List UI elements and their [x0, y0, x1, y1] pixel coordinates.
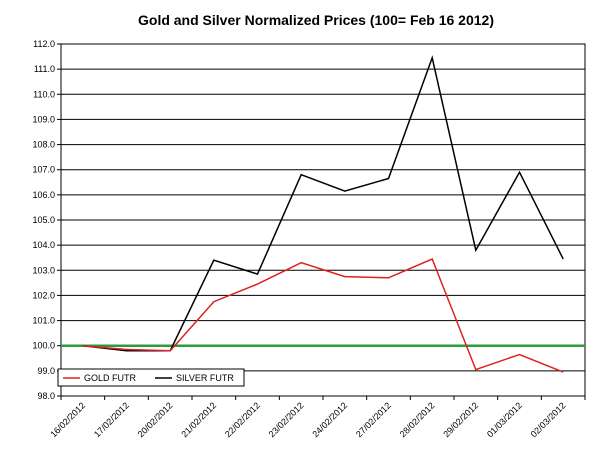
- x-tick-label: 29/02/2012: [441, 400, 480, 439]
- x-tick-label: 17/02/2012: [92, 400, 131, 439]
- y-tick-label: 111.0: [34, 64, 55, 74]
- y-tick-label: 103.0: [32, 265, 55, 275]
- y-tick-label: 112.0: [33, 39, 55, 49]
- x-tick-label: 23/02/2012: [267, 400, 306, 439]
- y-tick-label: 104.0: [32, 240, 55, 250]
- x-tick-label: 02/03/2012: [529, 400, 568, 439]
- legend-label-silver: SILVER FUTR: [176, 373, 234, 383]
- y-tick-label: 101.0: [32, 316, 55, 326]
- y-tick-label: 100.0: [32, 341, 55, 351]
- y-tick-label: 102.0: [32, 290, 55, 300]
- series-group: [82, 55, 564, 373]
- y-tick-label: 109.0: [32, 114, 55, 124]
- x-tick-label: 21/02/2012: [179, 400, 218, 439]
- legend: GOLD FUTR SILVER FUTR: [57, 368, 245, 387]
- legend-label-gold: GOLD FUTR: [84, 373, 137, 383]
- chart-title: Gold and Silver Normalized Prices (100= …: [138, 12, 494, 28]
- y-tick-label: 106.0: [32, 190, 55, 200]
- y-tick-label: 110.0: [33, 89, 55, 99]
- x-tick-label: 22/02/2012: [223, 400, 262, 439]
- x-tick-label: 27/02/2012: [354, 400, 393, 439]
- series-line-gold: [82, 258, 564, 373]
- legend-box: [57, 368, 245, 387]
- y-tick-label: 98.0: [37, 391, 55, 401]
- x-axis: 16/02/2012 17/02/2012 20/02/2012 21/02/2012…: [48, 396, 586, 439]
- y-tick-label: 105.0: [32, 215, 55, 225]
- y-tick-label: 108.0: [32, 140, 55, 150]
- x-tick-label: 20/02/2012: [136, 400, 175, 439]
- y-tick-label: 99.0: [37, 366, 55, 376]
- y-tick-label: 107.0: [32, 165, 55, 175]
- x-tick-label: 28/02/2012: [398, 400, 437, 439]
- x-tick-label: 24/02/2012: [310, 400, 349, 439]
- y-axis: 98.0 99.0 100.0 101.0 102.0 103.0 104.0 105.0 10…: [32, 39, 61, 401]
- x-tick-label: 16/02/2012: [48, 400, 87, 439]
- x-tick-label: 01/03/2012: [485, 400, 524, 439]
